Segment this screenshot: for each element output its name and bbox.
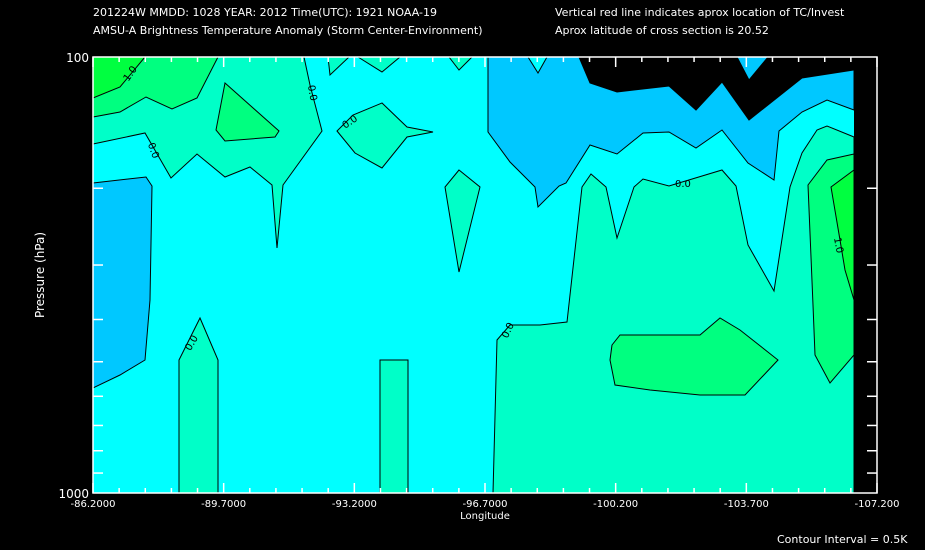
missing-top [578,56,855,121]
region-pos05-triangle [215,82,280,142]
x-tick-label: -86.2000 [71,499,116,510]
contour-label: 0.0 [305,84,319,102]
region-pos05-blob [609,317,779,396]
region-0-topleft [92,56,323,249]
region-0-bar2 [379,359,409,494]
header-line2-left: AMSU-A Brightness Temperature Anomaly (S… [93,24,483,37]
header-line1-left: 201224W MMDD: 1028 YEAR: 2012 Time(UTC):… [93,6,437,19]
y-tick-label-1000: 1000 [58,487,89,501]
contour-label: 0.0 [675,179,691,190]
x-tick-label: -100.200 [593,499,638,510]
y-axis-title: Pressure (hPa) [33,232,47,318]
x-tick-label: -103.700 [724,499,769,510]
header-line2-right: Aprox latitude of cross section is 20.52 [555,24,769,37]
region-neg1-left [92,176,153,389]
x-tick-label: -107.200 [855,499,900,510]
x-axis-title: Longitude [460,511,510,522]
contour-label: 0.0 [145,141,161,160]
contour-label: 1.0 [831,237,845,255]
x-tick-label: -89.7000 [201,499,246,510]
region-0-right [492,125,855,494]
region-pos1-right [830,169,855,301]
region-0-diamond [336,102,434,169]
header-line1-right: Vertical red line indicates aprox locati… [555,6,845,19]
x-tick-label: -93.2000 [332,499,377,510]
contour-interval: Contour Interval = 0.5K [777,533,908,546]
y-tick-label-100: 100 [66,51,89,65]
region-0-spindle [444,169,481,273]
x-tick-label: -96.7000 [463,499,508,510]
